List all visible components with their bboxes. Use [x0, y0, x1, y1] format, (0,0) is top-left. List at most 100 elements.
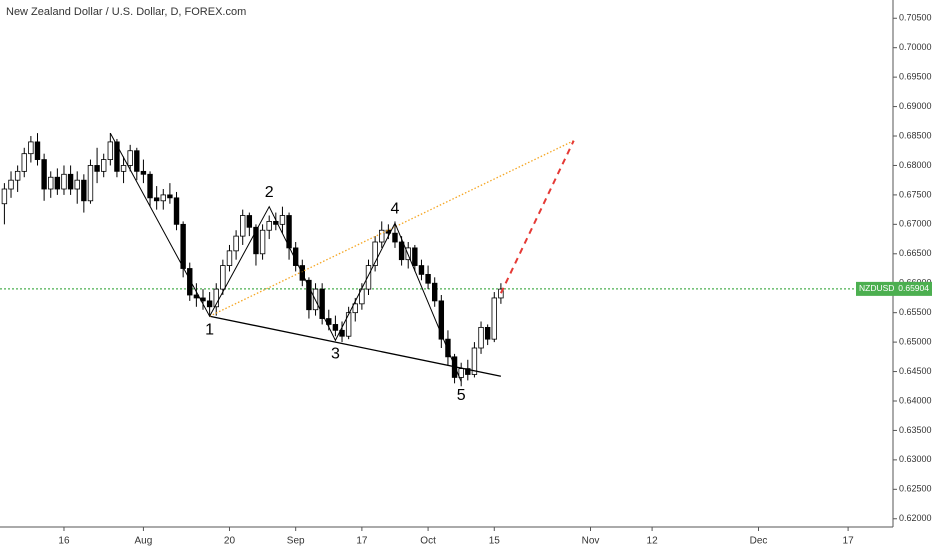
candle-body: [458, 368, 464, 378]
candle-body: [478, 326, 484, 349]
y-tick-label: 0.69000: [899, 101, 932, 111]
y-tick-label: 0.63000: [899, 454, 932, 464]
candle-body: [134, 150, 140, 172]
candle-body: [94, 165, 100, 172]
candle-body: [365, 265, 372, 290]
candle-body: [61, 173, 67, 190]
candle-body: [140, 170, 147, 175]
candle-body: [465, 368, 471, 375]
drawing-line: [209, 315, 502, 377]
candle-body: [180, 223, 186, 269]
y-tick-label: 0.67500: [899, 189, 932, 199]
candle-body: [246, 215, 253, 228]
candle-body: [81, 179, 87, 202]
candle-body: [14, 170, 21, 181]
candle-body: [339, 329, 345, 337]
candle-body: [352, 303, 358, 314]
y-tick-label: 0.65500: [899, 307, 932, 317]
candle-body: [213, 288, 219, 308]
y-tick-label: 0.62500: [899, 484, 932, 494]
candle-body: [226, 250, 233, 266]
wave-label: 2: [265, 184, 274, 201]
candle-body: [28, 141, 34, 155]
y-tick-label: 0.63500: [899, 425, 932, 435]
candle-body: [379, 229, 385, 243]
candle-body: [120, 165, 127, 172]
y-tick-label: 0.65000: [899, 336, 932, 346]
candle-body: [21, 153, 27, 172]
candle-body: [147, 173, 153, 199]
y-tick-label: 0.68500: [899, 130, 932, 140]
x-tick-label: Dec: [750, 536, 768, 547]
price-symbol: NZDUSD: [859, 283, 894, 293]
candle-body: [418, 265, 425, 275]
candle-body: [34, 141, 41, 160]
candle-body: [233, 235, 239, 252]
candle-body: [332, 324, 339, 331]
candle-body: [253, 226, 259, 255]
chart-title: New Zealand Dollar / U.S. Dollar, D, FOR…: [6, 6, 246, 18]
candle-body: [114, 141, 120, 172]
candle-body: [438, 300, 445, 340]
candle-body: [240, 215, 246, 237]
candle-body: [319, 288, 325, 319]
candle-body: [345, 312, 352, 337]
candle-body: [306, 279, 312, 311]
candle-body: [491, 297, 497, 340]
x-tick-label: Nov: [582, 536, 600, 547]
candle-body: [273, 220, 279, 225]
candle-body: [392, 232, 398, 243]
candle-body: [412, 247, 418, 266]
x-tick-label: 20: [224, 536, 236, 547]
x-tick-label: 12: [647, 536, 659, 547]
wave-label: 5: [457, 387, 466, 404]
y-tick-label: 0.67000: [899, 219, 932, 229]
candle-body: [1, 188, 8, 205]
candle-body: [48, 176, 54, 190]
candle-body: [127, 150, 133, 166]
drawing-line: [209, 140, 574, 317]
price-label-box: [856, 281, 932, 296]
wave-label: 3: [331, 346, 340, 363]
candle-body: [87, 165, 94, 202]
y-tick-label: 0.70000: [899, 42, 932, 52]
candle-body: [372, 241, 378, 266]
candle-body: [292, 247, 299, 266]
candle-body: [74, 179, 80, 190]
candle-body: [160, 194, 166, 202]
x-tick-label: Oct: [420, 536, 436, 547]
candle-body: [206, 300, 213, 308]
candle-body: [167, 194, 173, 199]
candle-body: [259, 229, 266, 255]
x-tick-label: Aug: [135, 536, 153, 547]
candle-body: [101, 159, 107, 172]
wave-label: 4: [391, 200, 400, 217]
x-tick-label: Sep: [287, 536, 305, 547]
candle-body: [107, 141, 114, 160]
candle-body: [187, 268, 193, 296]
y-tick-label: 0.69500: [899, 72, 932, 82]
x-tick-label: 17: [356, 536, 368, 547]
candle-body: [484, 326, 491, 340]
candle-body: [41, 159, 47, 190]
candle-body: [471, 347, 478, 375]
candle-body: [425, 273, 431, 284]
candle-body: [8, 179, 14, 190]
candle-body: [173, 197, 180, 225]
y-tick-label: 0.64500: [899, 366, 932, 376]
x-tick-label: 17: [843, 536, 855, 547]
candle-body: [398, 241, 405, 261]
candle-body: [445, 338, 451, 358]
wave-line: [109, 132, 462, 382]
y-tick-label: 0.62000: [899, 513, 932, 523]
candle-body: [266, 220, 272, 231]
x-tick-label: 16: [58, 536, 70, 547]
candle-body: [279, 215, 286, 225]
y-tick-label: 0.70500: [899, 13, 932, 23]
x-tick-label: 15: [489, 536, 501, 547]
candle-body: [67, 173, 74, 190]
candle-body: [498, 288, 504, 299]
y-tick-label: 0.68000: [899, 160, 932, 170]
candle-body: [431, 282, 438, 302]
